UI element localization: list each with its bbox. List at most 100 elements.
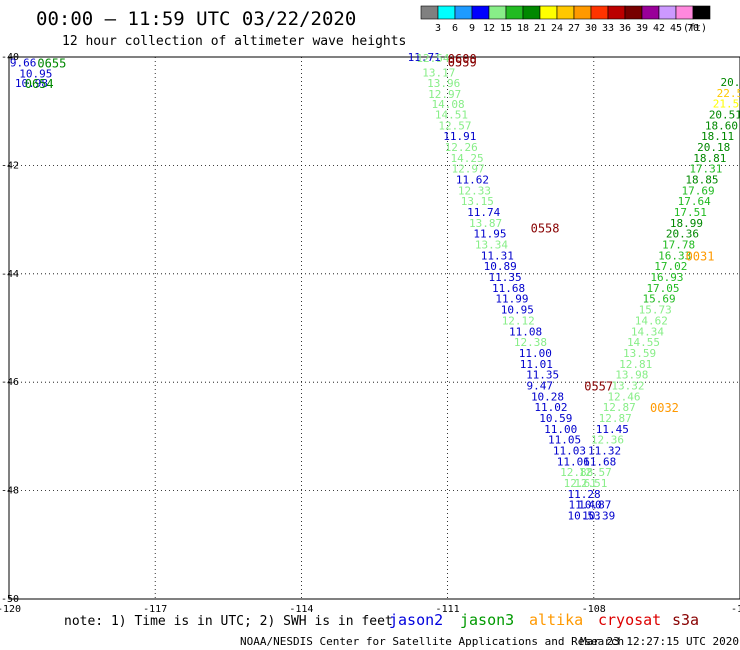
wave-height-label: 17.02 [654,260,687,273]
chart-title: 00:00 – 11:59 UTC 03/22/2020 [36,8,356,30]
wave-height-label: 10.53 [567,510,600,523]
wave-height-label: 10.28 [531,390,564,403]
wave-height-label: 17.64 [678,195,711,208]
plot-frame [8,56,740,600]
wave-height-label: 12.57 [438,119,471,132]
wave-height-label: 11.35 [526,369,559,382]
colorbar-tick-label: 42 [653,23,665,34]
legend: jason2 jason3 altika cryosat s3a [389,611,699,629]
x-tick-label: -111 [436,604,460,615]
time-label: 0654 [25,77,54,91]
wave-height-label: 11.08 [509,325,542,338]
colorbar-tick-label: 30 [585,23,597,34]
colorbar-tick-label: 33 [602,23,614,34]
y-tick-label: -40 [1,52,19,63]
x-tick-label: -120 [0,604,21,615]
wave-height-label: 14.51 [435,108,468,121]
wave-height-label: 13.96 [427,77,460,90]
time-label: 0600 [448,52,477,66]
colorbar-swatch [641,5,660,20]
wave-height-label: 10.39 [582,510,615,523]
colorbar-swatch [454,5,473,20]
y-tick-label: -50 [1,594,19,605]
wave-height-label: 11.01 [520,358,553,371]
colorbar: 3 6 9 12 15 18 21 24 27 30 33 36 39 42 45 70(ft) [420,5,711,34]
wave-height-label: 11.91 [443,130,476,143]
wave-height-label: 12.36 [591,434,624,447]
wave-height-label: 12.61 [564,477,597,490]
wave-height-label: 11.74 [467,206,500,219]
wave-height-label: 13.87 [469,217,502,230]
wave-height-label: 10.59 [539,412,572,425]
wave-height-label: 11.35 [489,271,522,284]
wave-height-label: 17.31 [689,163,722,176]
colorbar-swatch [471,5,490,20]
colorbar-swatch [590,5,609,20]
colorbar-tick-label: 36 [619,23,631,34]
wave-height-label: 18.81 [693,152,726,165]
wave-height-label: 11.06 [557,455,590,468]
wave-height-label: 15.73 [639,304,672,317]
wave-height-label: 20.51 [709,108,740,121]
colorbar-swatch [675,5,694,20]
wave-height-label: 11.05 [548,434,581,447]
wave-height-label: 9.47 [526,379,553,392]
x-axis: -120 -117 -114 -111 -108 -10 [0,604,740,615]
colorbar-tick-label: 39 [636,23,648,34]
x-tick-label: -114 [289,604,313,615]
wave-height-label: 14.55 [627,336,660,349]
wave-height-label: 11.00 [519,347,552,360]
wave-height-label: 10.89 [484,260,517,273]
colorbar-swatch [624,5,643,20]
wave-height-label: 12.46 [607,390,640,403]
wave-height-label: 14.25 [451,152,484,165]
wave-height-label: 11.45 [596,423,629,436]
legend-s3a: s3a [672,611,699,629]
wave-height-label: 11.00 [544,423,577,436]
wave-height-label: 20.56 [721,76,740,89]
wave-height-label: 15.69 [643,293,676,306]
wave-height-label: 20.36 [666,228,699,241]
plot-area: -120-117-114-111-108-10 -40-42-44-46-48-… [0,51,740,615]
wave-height-label: 10.98 [15,77,48,90]
y-tick-label: -46 [1,377,19,388]
wave-height-label: 14.34 [631,325,664,338]
wave-height-label: 11.71 [408,51,441,64]
time-label: 0655 [37,56,66,70]
colorbar-swatch [556,5,575,20]
colorbar-tick-label: 18 [517,23,529,34]
wave-height-label: 11.03 [553,444,586,457]
wave-height-label: 11.40 [568,499,601,512]
wave-height-label: 12.12 [502,314,535,327]
colorbar-swatch [692,5,711,20]
legend-jason2: jason2 [389,611,443,629]
footer-timestamp: Mar 23 12:27:15 UTC 2020 [580,635,739,648]
wave-height-label: 18.99 [670,217,703,230]
time-labels: 0655065406000559055805570031003200 [25,52,715,415]
wave-height-label: 17.05 [646,282,679,295]
wave-height-label: 13.59 [623,347,656,360]
wave-height-label: 12.97 [452,163,485,176]
wave-height-label: 11.32 [588,444,621,457]
wave-height-label: 14.08 [432,98,465,111]
wave-height-label: 12.87 [603,401,636,414]
time-label: 0558 [531,222,560,236]
colorbar-tick-label: (ft) [683,23,707,34]
colorbar-tick-label: 6 [452,23,458,34]
footer-credit: NOAA/NESDIS Center for Satellite Applica… [240,635,624,648]
wave-height-label: 12.57 [579,466,612,479]
wave-height-label: 11.31 [481,249,514,262]
wave-height-label: 12.87 [599,412,632,425]
wave-height-label: 11.68 [492,282,525,295]
wave-height-label: 13.15 [461,195,494,208]
wave-height-label: 18.85 [685,173,718,186]
wave-height-label: 12.51 [574,477,607,490]
wave-height-label: 16.93 [650,271,683,284]
colorbar-tick-label: 3 [435,23,441,34]
colorbar-swatch [437,5,456,20]
time-label: 0031 [686,249,715,263]
x-tick-label: -117 [143,604,167,615]
wave-height-label: 12.38 [514,336,547,349]
wave-height-label: 12.97 [428,88,461,101]
wave-height-label: 17.78 [662,239,695,252]
